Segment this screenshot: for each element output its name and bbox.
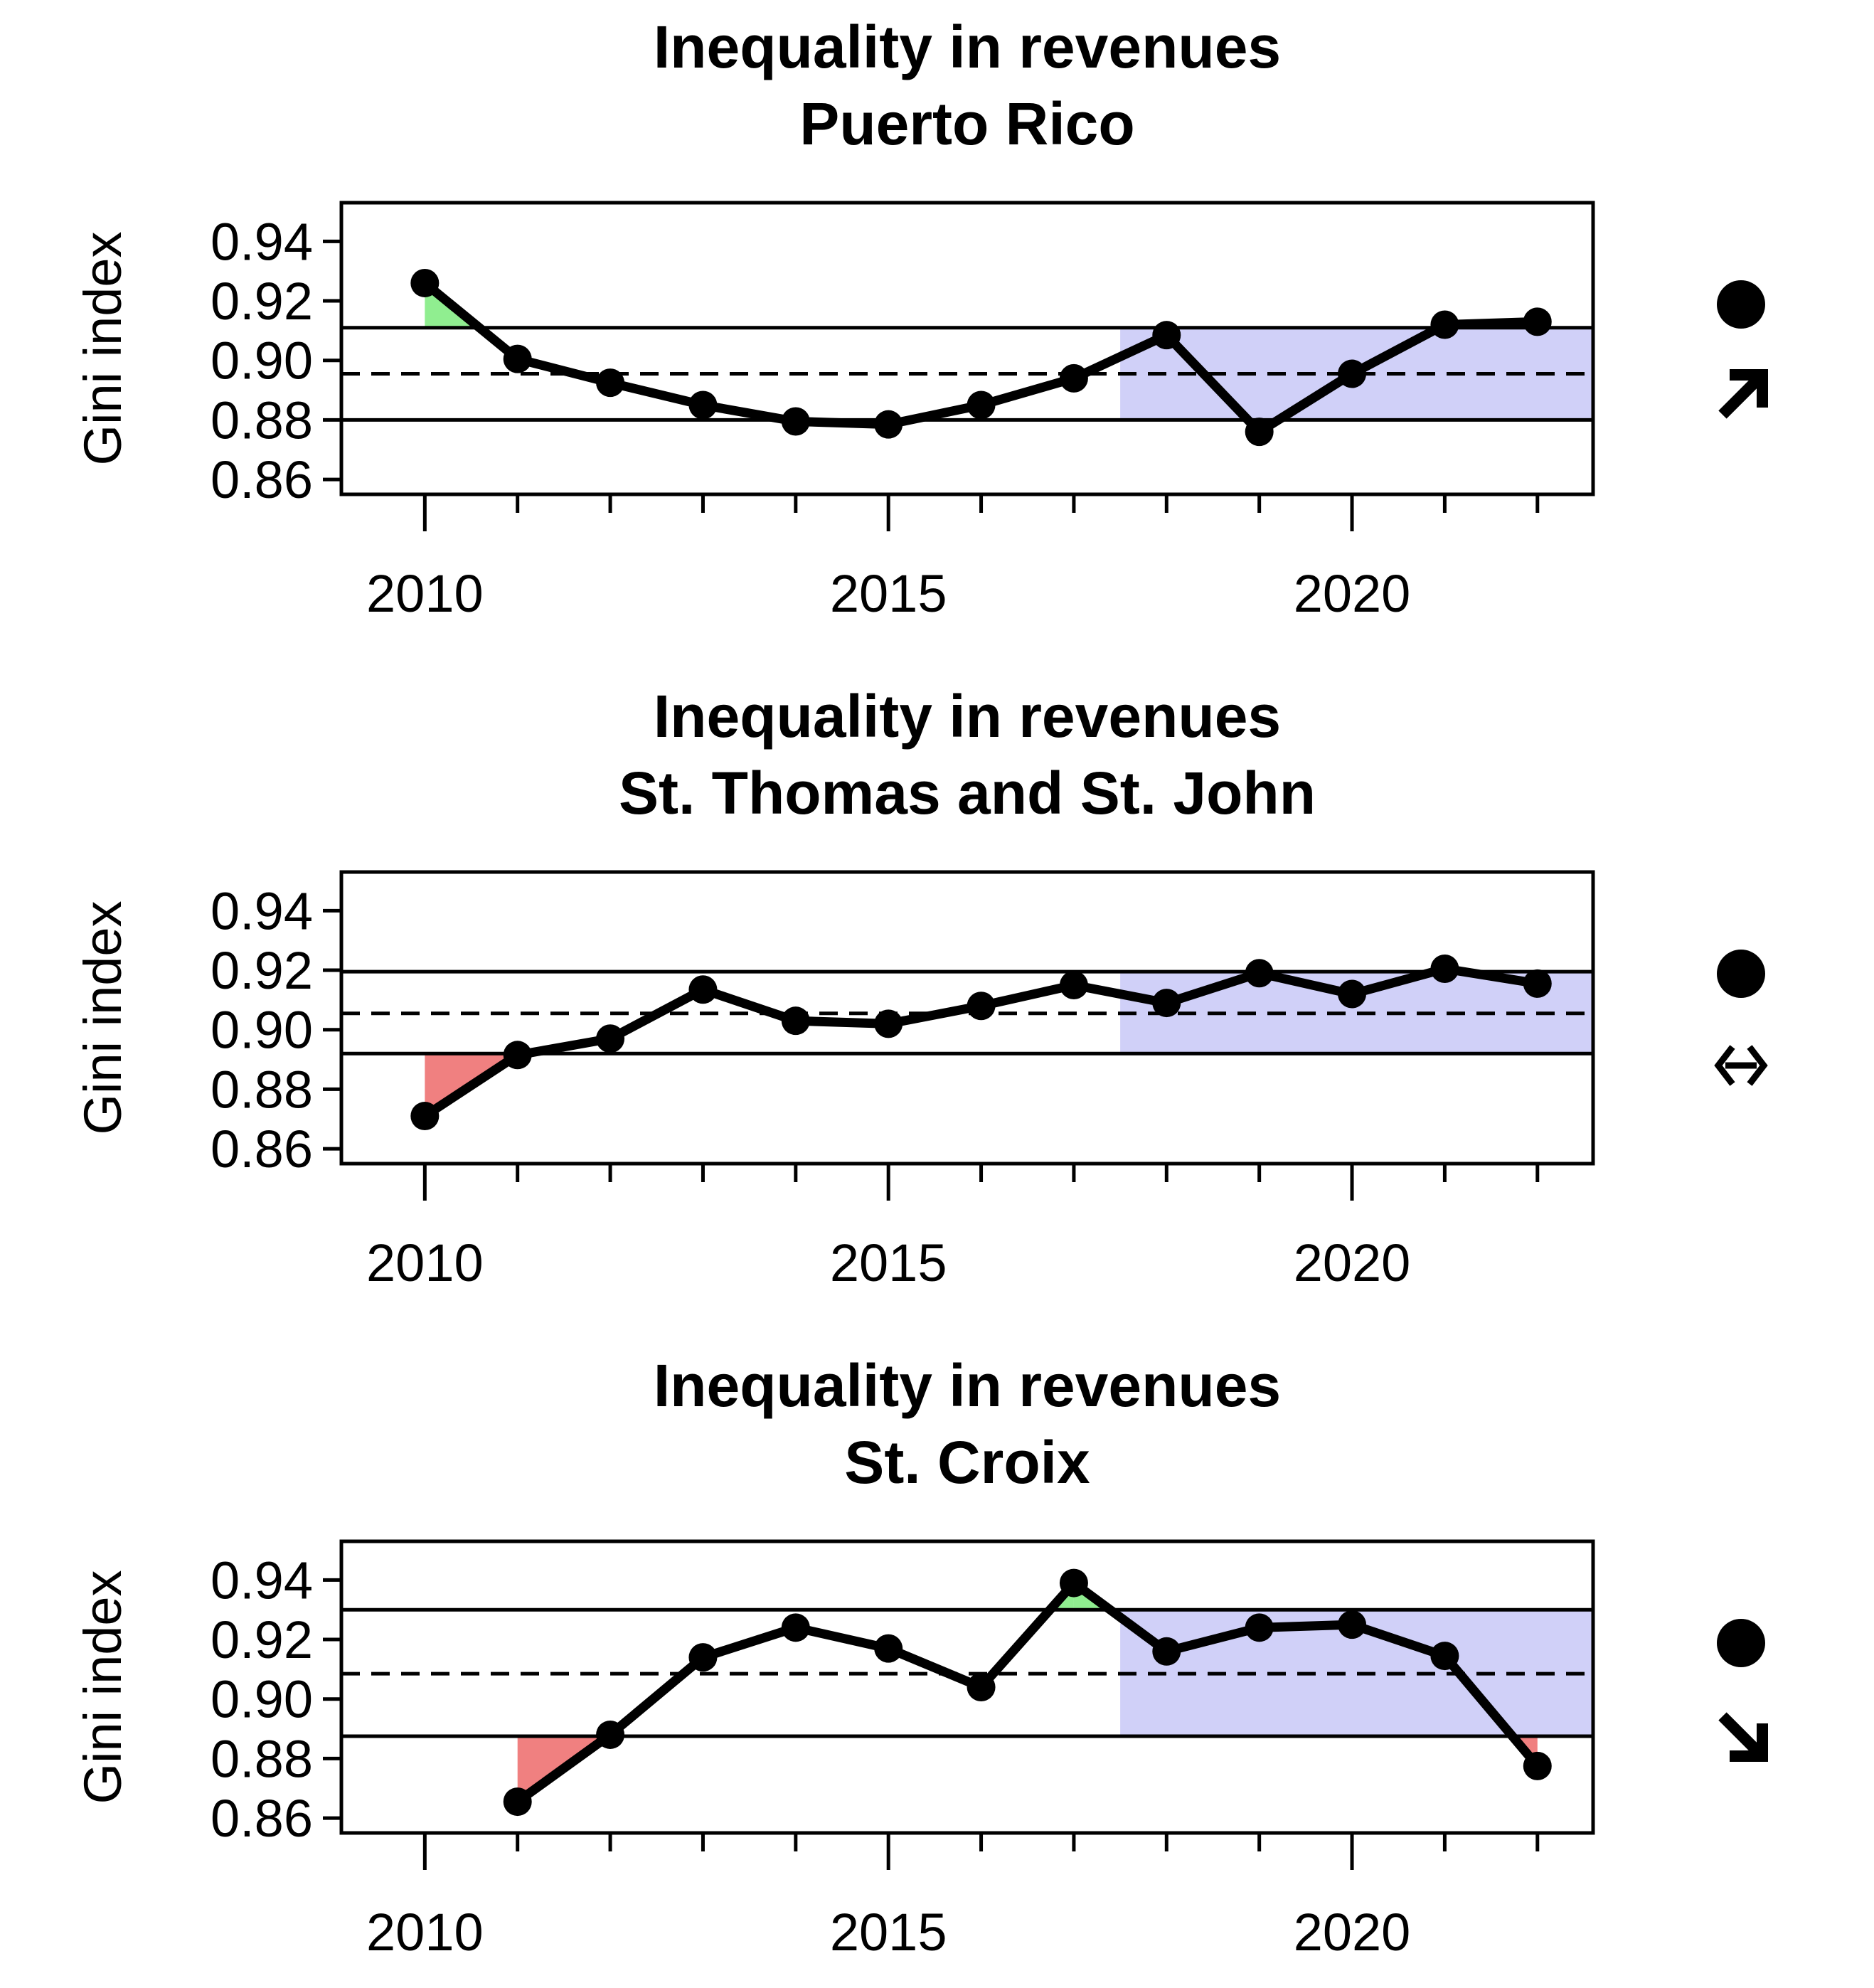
data-point	[874, 1634, 903, 1663]
arrow-head-right	[1747, 1045, 1768, 1086]
data-point	[688, 975, 718, 1004]
data-point	[410, 268, 440, 297]
x-tick-label: 2010	[366, 564, 484, 623]
x-tick-label: 2015	[830, 1233, 947, 1292]
data-point	[1338, 979, 1367, 1009]
x-tick-label: 2015	[830, 1903, 947, 1962]
y-axis-label: Gini index	[73, 1570, 132, 1804]
chart-title: Inequality in revenues	[654, 14, 1281, 80]
y-tick-label: 0.90	[211, 1001, 313, 1060]
y-tick-label: 0.86	[211, 1789, 313, 1848]
chart-panel-2: Inequality in revenues St. Thomas and St.…	[73, 683, 1768, 1292]
x-tick-label: 2020	[1294, 1233, 1411, 1292]
y-tick-label: 0.90	[211, 1670, 313, 1729]
data-point	[1245, 418, 1274, 447]
data-point	[1059, 363, 1088, 393]
data-point	[1059, 970, 1088, 999]
status-circle-icon	[1717, 280, 1765, 329]
data-point	[1338, 1610, 1367, 1639]
data-point	[1152, 1637, 1181, 1666]
chart-title: Inequality in revenues	[654, 683, 1281, 750]
plot-area	[341, 954, 1593, 1131]
arrow-down-right-icon	[1718, 1712, 1768, 1762]
data-point	[781, 407, 810, 436]
plot-frame	[339, 1539, 1595, 1835]
arrow-head	[1730, 369, 1768, 408]
data-point	[1245, 1613, 1274, 1642]
y-tick-label: 0.92	[211, 272, 313, 331]
data-point	[596, 368, 625, 398]
arrow-up-right-icon	[1718, 369, 1768, 419]
y-tick-label: 0.94	[211, 212, 313, 271]
x-tick-label: 2020	[1294, 564, 1411, 623]
data-point	[596, 1024, 625, 1053]
chart-subtitle: St. Thomas and St. John	[619, 760, 1316, 826]
data-point	[503, 344, 532, 373]
y-tick-label: 0.94	[211, 1551, 313, 1610]
y-tick-label: 0.88	[211, 1060, 313, 1119]
chart-subtitle: Puerto Rico	[799, 90, 1134, 157]
data-point	[874, 1009, 903, 1038]
chart-panel-1: Inequality in revenues Puerto Rico 0.860.8…	[73, 14, 1768, 623]
double-arrow-horizontal-icon	[1714, 1045, 1768, 1086]
data-point	[1430, 1642, 1459, 1671]
chart-title: Inequality in revenues	[654, 1352, 1281, 1419]
plot-frame	[339, 201, 1595, 496]
x-tick-label: 2010	[366, 1903, 484, 1962]
data-point	[1430, 310, 1459, 339]
y-tick-label: 0.90	[211, 331, 313, 390]
chart-subtitle: St. Croix	[844, 1429, 1090, 1496]
data-point	[410, 1102, 440, 1131]
y-tick-label: 0.86	[211, 450, 313, 509]
y-tick-label: 0.92	[211, 1610, 313, 1669]
data-point	[1523, 1751, 1552, 1780]
series-line	[514, 1578, 1541, 1806]
plot-frame	[339, 870, 1595, 1166]
x-tick-label: 2010	[366, 1233, 484, 1292]
data-point	[688, 390, 718, 420]
data-point	[503, 1041, 532, 1070]
data-point	[967, 390, 996, 420]
y-tick-label: 0.88	[211, 390, 313, 450]
x-tick-label: 2015	[830, 564, 947, 623]
arrow-head	[1730, 1723, 1768, 1762]
data-point	[967, 992, 996, 1021]
data-point	[781, 1613, 810, 1642]
data-point	[1152, 321, 1181, 350]
x-tick-label: 2020	[1294, 1903, 1411, 1962]
status-circle-icon	[1717, 1619, 1765, 1667]
data-point	[596, 1720, 625, 1749]
data-point	[967, 1673, 996, 1701]
status-circle-icon	[1717, 950, 1765, 998]
arrow-head-left	[1714, 1045, 1735, 1086]
y-tick-label: 0.94	[211, 881, 313, 940]
arrow-shaft	[1718, 1712, 1761, 1755]
arrow-shaft	[1718, 376, 1761, 419]
y-tick-label: 0.86	[211, 1120, 313, 1179]
data-point	[1059, 1568, 1088, 1598]
plot-area	[341, 1568, 1593, 1817]
y-tick-label: 0.92	[211, 941, 313, 1000]
data-point	[1523, 307, 1552, 336]
plot-area	[341, 268, 1593, 447]
data-point	[1523, 969, 1552, 998]
data-point	[1338, 359, 1367, 388]
data-point	[874, 410, 903, 439]
data-point	[503, 1787, 532, 1817]
y-axis-label: Gini index	[73, 231, 132, 465]
y-axis-label: Gini index	[73, 900, 132, 1134]
data-point	[1152, 989, 1181, 1018]
data-point	[1245, 959, 1274, 988]
data-point	[1430, 954, 1459, 983]
data-point	[688, 1643, 718, 1672]
data-point	[781, 1006, 810, 1036]
y-tick-label: 0.88	[211, 1729, 313, 1788]
